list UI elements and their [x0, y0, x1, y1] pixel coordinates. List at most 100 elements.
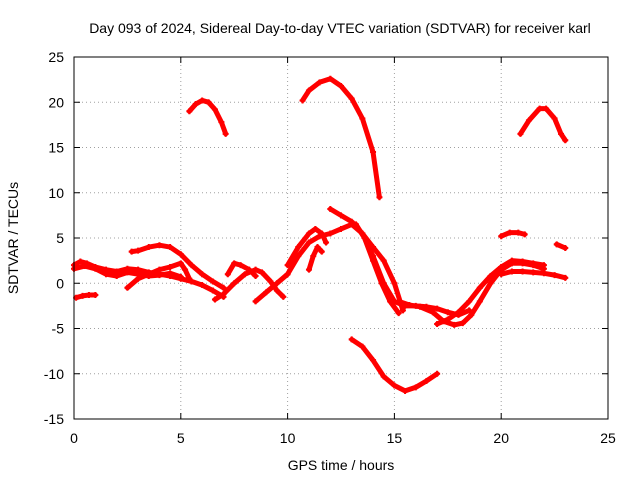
x-tick-label: 25	[600, 430, 616, 446]
data-point	[220, 291, 227, 298]
data-point	[209, 278, 216, 285]
series-line	[129, 242, 226, 291]
series-arc-19	[498, 229, 528, 240]
x-tick-label: 20	[493, 430, 509, 446]
y-tick-label: -15	[44, 411, 64, 427]
data-point	[220, 284, 227, 291]
x-tick-label: 10	[280, 430, 296, 446]
data-point	[224, 271, 231, 278]
tick-labels: 0 5 10 15 20 25 -15 -10 -5 0 5 10 15 20 25	[44, 49, 616, 446]
data-point	[273, 287, 280, 294]
series-line	[517, 106, 568, 143]
data-point	[540, 262, 547, 269]
series-arc-08	[224, 260, 259, 280]
data-point	[156, 266, 163, 273]
data-point	[487, 280, 494, 287]
series-arc-12	[299, 75, 383, 201]
data-point	[434, 320, 441, 327]
y-tick-label: 10	[48, 185, 64, 201]
data-point	[338, 225, 344, 232]
data-point	[498, 271, 505, 278]
data-point	[338, 212, 344, 219]
data-point	[551, 115, 558, 122]
plot-frame	[73, 56, 609, 420]
data-point	[295, 244, 302, 251]
data-point	[258, 269, 265, 276]
series-line	[300, 76, 382, 200]
data-point	[186, 108, 193, 115]
data-point	[188, 262, 195, 269]
data-point	[417, 303, 424, 310]
data-point	[156, 242, 163, 249]
data-point	[543, 105, 550, 112]
data-point	[530, 260, 537, 267]
data-point	[395, 298, 402, 305]
data-point	[124, 284, 131, 291]
data-point	[135, 275, 142, 282]
data-point	[177, 260, 184, 267]
data-point	[562, 137, 569, 144]
data-point	[558, 130, 565, 137]
data-point	[81, 263, 88, 270]
series-arc-11	[305, 244, 325, 273]
data-point	[515, 229, 522, 236]
y-tick-label: 25	[48, 49, 64, 65]
data-point	[562, 274, 569, 281]
data-point	[455, 309, 462, 316]
data-point	[387, 298, 394, 305]
data-point	[352, 221, 359, 228]
data-series	[71, 75, 569, 394]
data-point	[252, 266, 259, 273]
series-arc-09	[252, 221, 406, 314]
data-point	[327, 230, 334, 237]
data-point	[562, 244, 569, 251]
data-point	[218, 119, 225, 126]
data-point	[370, 357, 377, 364]
series-line	[353, 221, 402, 316]
series-arc-02	[71, 263, 184, 280]
data-point	[316, 79, 323, 86]
data-point	[519, 258, 526, 265]
data-point	[211, 106, 218, 113]
data-point	[124, 269, 131, 276]
data-point	[348, 95, 355, 102]
series-line	[498, 230, 528, 239]
data-point	[348, 336, 355, 343]
x-axis-title: GPS time / hours	[288, 457, 395, 473]
x-tick-label: 0	[70, 430, 78, 446]
data-point	[280, 293, 287, 300]
data-point	[145, 244, 152, 251]
data-point	[305, 266, 312, 273]
data-point	[209, 287, 216, 294]
data-point	[361, 235, 368, 241]
y-tick-label: 15	[48, 140, 64, 156]
y-tick-label: 20	[48, 94, 64, 110]
data-point	[231, 260, 238, 267]
data-point	[476, 284, 483, 291]
data-point	[402, 387, 409, 394]
data-point	[92, 265, 99, 272]
data-point	[498, 263, 505, 270]
data-point	[318, 248, 325, 255]
series-arc-04	[128, 242, 227, 291]
data-point	[508, 257, 515, 264]
data-point	[92, 292, 99, 299]
data-point	[517, 130, 524, 137]
data-point	[205, 99, 212, 106]
data-point	[246, 266, 253, 273]
data-point	[135, 247, 142, 254]
data-point	[434, 305, 441, 312]
data-point	[167, 270, 174, 277]
data-point	[399, 307, 406, 314]
data-point	[237, 262, 244, 269]
series-arc-05	[124, 260, 193, 291]
data-point	[186, 275, 193, 282]
data-point	[199, 97, 206, 104]
data-point	[429, 309, 436, 316]
data-point	[314, 244, 321, 251]
data-point	[434, 370, 441, 377]
data-point	[167, 263, 174, 270]
series-arc-06	[186, 97, 229, 137]
data-point	[380, 373, 387, 380]
